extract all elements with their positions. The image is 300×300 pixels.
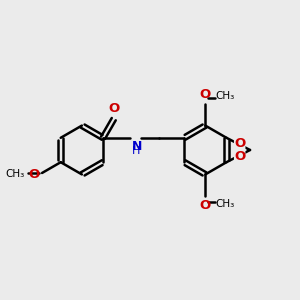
Text: CH₃: CH₃ [215, 91, 235, 100]
Text: O: O [200, 88, 211, 100]
Text: O: O [28, 168, 40, 181]
Text: O: O [234, 150, 245, 163]
Text: O: O [108, 102, 119, 115]
Text: N: N [131, 140, 142, 153]
Text: O: O [234, 137, 245, 150]
Text: CH₃: CH₃ [215, 200, 235, 209]
Text: CH₃: CH₃ [6, 169, 25, 179]
Text: O: O [200, 200, 211, 212]
Text: H: H [131, 146, 140, 156]
